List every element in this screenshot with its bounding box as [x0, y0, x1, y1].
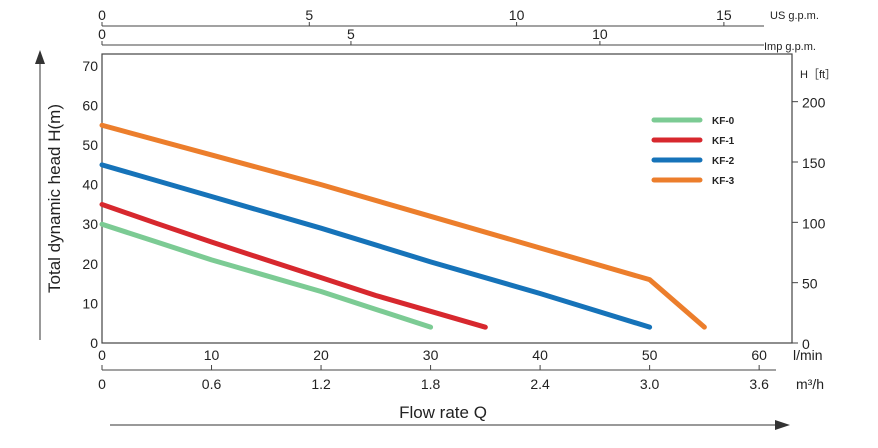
- x-tick-label: 30: [423, 347, 439, 363]
- x-axis-title: Flow rate Q: [399, 403, 487, 422]
- imp-gpm-tick-label: 10: [592, 26, 608, 42]
- feet-tick-label: 100: [802, 215, 826, 231]
- m3h-tick-label: 1.2: [311, 376, 331, 392]
- m3h-tick-label: 0: [98, 376, 106, 392]
- y-tick-label: 30: [82, 216, 98, 232]
- y-tick-label: 50: [82, 137, 98, 153]
- m3h-tick-label: 3.0: [640, 376, 660, 392]
- us-gpm-axis-label: US g.p.m.: [770, 10, 819, 22]
- y-tick-label: 70: [82, 58, 98, 74]
- x-tick-label: 0: [98, 347, 106, 363]
- feet-tick-label: 50: [802, 276, 818, 292]
- x-tick-label: 50: [642, 347, 658, 363]
- us-gpm-tick-label: 5: [305, 7, 313, 23]
- x-tick-label: 60: [751, 347, 767, 363]
- us-gpm-tick-label: 10: [509, 7, 525, 23]
- y-axis-arrow-head: [35, 50, 45, 64]
- us-gpm-tick-label: 0: [98, 7, 106, 23]
- feet-tick-label: 0: [802, 336, 810, 352]
- x-tick-label: 40: [532, 347, 548, 363]
- legend-label: KF-2: [712, 156, 735, 167]
- imp-gpm-tick-label: 0: [98, 26, 106, 42]
- legend-label: KF-3: [712, 176, 735, 187]
- y-tick-label: 10: [82, 295, 98, 311]
- x-tick-label: 20: [313, 347, 329, 363]
- m3h-axis-label: m³/h: [796, 376, 824, 392]
- y-tick-label: 0: [90, 335, 98, 351]
- imp-gpm-tick-label: 5: [347, 26, 355, 42]
- y-tick-label: 60: [82, 97, 98, 113]
- imp-gpm-axis-label: Imp g.p.m.: [764, 41, 816, 53]
- series-line-kf-1: [99, 201, 488, 330]
- x-unit-label: l/min: [793, 347, 823, 363]
- series-line-kf-2: [99, 162, 653, 330]
- m3h-tick-label: 1.8: [421, 376, 441, 392]
- feet-tick-label: 200: [802, 95, 826, 111]
- m3h-tick-label: 2.4: [530, 376, 550, 392]
- y-axis-title: Total dynamic head H(m): [45, 104, 64, 293]
- series-line-kf-3: [99, 122, 707, 330]
- feet-tick-label: 150: [802, 155, 826, 171]
- m3h-tick-label: 3.6: [749, 376, 769, 392]
- x-tick-label: 10: [204, 347, 220, 363]
- legend-label: KF-1: [712, 136, 735, 147]
- legend-label: KF-0: [712, 116, 735, 127]
- m3h-tick-label: 0.6: [202, 376, 222, 392]
- feet-axis-label: H［ft］: [800, 68, 836, 81]
- y-tick-label: 20: [82, 256, 98, 272]
- series-line-kf-0: [99, 221, 434, 330]
- y-tick-label: 40: [82, 177, 98, 193]
- us-gpm-tick-label: 15: [716, 7, 732, 23]
- x-axis-arrow-head: [775, 420, 790, 430]
